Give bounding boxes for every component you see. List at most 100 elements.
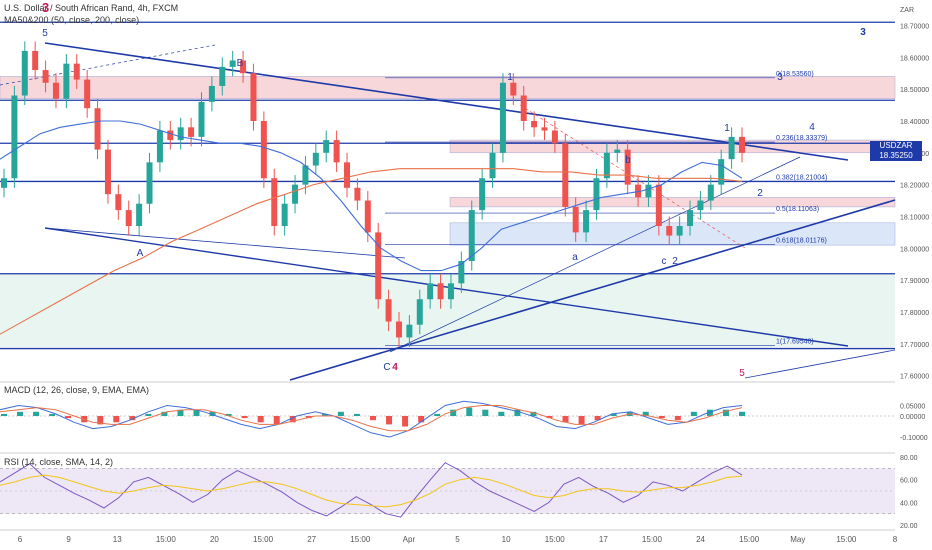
macd-histogram-bar <box>722 409 729 416</box>
macd-histogram-bar <box>49 413 56 416</box>
candle-body <box>603 152 610 179</box>
trend-line <box>744 349 896 379</box>
candle-body <box>489 152 496 179</box>
candle-body <box>697 200 704 211</box>
trend-line <box>289 199 896 381</box>
wave-label: B <box>237 58 244 69</box>
macd-histogram-bar <box>482 409 489 416</box>
candle-body <box>125 210 132 227</box>
candle-body <box>541 127 548 131</box>
candle-body <box>531 120 538 128</box>
candle-body <box>240 60 247 74</box>
macd-histogram-bar <box>225 413 232 416</box>
time-axis-tick: 13 <box>113 535 122 544</box>
macd-histogram-bar <box>642 411 649 416</box>
wave-label: C <box>383 362 390 373</box>
price-axis-tick: 18.20000 <box>900 183 929 190</box>
rsi-axis-tick: 40.00 <box>900 500 918 507</box>
time-axis-tick: 15:00 <box>253 535 274 544</box>
rsi-legend: RSI (14, close, SMA, 14, 2) <box>4 457 114 467</box>
macd-histogram-bar <box>370 416 376 421</box>
candle-body <box>333 140 340 163</box>
trend-line <box>389 156 801 353</box>
trend-line <box>44 227 406 259</box>
fib-level-label: 0.236(18.33379) <box>776 135 827 142</box>
macd-histogram-bar <box>193 409 200 416</box>
candle-body <box>11 95 18 179</box>
candle-body <box>583 210 590 233</box>
candle-body <box>281 203 288 227</box>
macd-histogram-bar <box>113 416 120 423</box>
time-axis-tick: 6 <box>18 535 23 544</box>
candle-body <box>707 184 714 201</box>
wave-label: 3 <box>860 27 866 38</box>
price-tag-price: 18.35250 <box>879 151 913 160</box>
macd-histogram-bar <box>498 411 505 416</box>
time-axis-tick: 15:00 <box>642 535 663 544</box>
macd-histogram-bar <box>562 416 569 423</box>
macd-histogram-bar <box>386 416 393 425</box>
macd-histogram-bar <box>209 411 216 416</box>
wave-label: 2 <box>672 256 678 267</box>
ma-legend: MA50&200 (50, close, 200, close) <box>4 15 140 25</box>
candle-body <box>676 226 683 236</box>
macd-histogram-bar <box>273 416 280 425</box>
candle-body <box>177 127 184 141</box>
candle-body <box>188 127 195 137</box>
candle-body <box>219 66 226 86</box>
last-price-tag: USDZAR 18.35250 02:36:35 <box>870 141 922 170</box>
candle-body <box>666 226 673 236</box>
macd-histogram-bar <box>466 407 473 416</box>
ma200-line <box>0 168 743 335</box>
candle-body <box>427 283 434 300</box>
price-axis-tick: 18.60000 <box>900 55 929 62</box>
price-axis-tick: 17.70000 <box>900 342 929 349</box>
macd-axis-tick: 0.05000 <box>900 404 925 411</box>
price-axis-tick: 17.80000 <box>900 310 929 317</box>
candle-body <box>739 136 745 153</box>
zone-support_area <box>0 273 895 347</box>
macd-histogram-bar <box>65 416 72 419</box>
rsi-axis-tick: 20.00 <box>900 523 918 530</box>
macd-axis-tick: -0.10000 <box>900 435 928 442</box>
wave-label: A <box>137 248 144 259</box>
price-tag-countdown: 02:36:35 <box>880 161 912 170</box>
candle-body <box>437 283 444 300</box>
axis-currency-label: ZAR <box>900 7 914 14</box>
candle-body <box>479 178 486 211</box>
fib-level-label: 1(17.69540) <box>776 338 814 345</box>
macd-histogram-bar <box>1 413 7 416</box>
macd-histogram-bar <box>594 416 601 421</box>
candle-body <box>364 200 371 233</box>
candle-body <box>551 130 558 144</box>
macd-histogram-bar <box>434 413 441 416</box>
chart-title-legend: U.S. Dollar / South African Rand, 4h, FX… <box>4 3 179 13</box>
macd-histogram-bar <box>402 416 409 427</box>
candle-body <box>94 108 101 150</box>
candle-body <box>260 120 267 179</box>
macd-histogram-bar <box>530 411 537 416</box>
price-tag-symbol: USDZAR <box>879 141 913 150</box>
candle-body <box>292 184 299 204</box>
macd-histogram-bar <box>289 416 296 423</box>
macd-histogram-bar <box>97 416 104 425</box>
time-axis-tick: 15:00 <box>545 535 566 544</box>
macd-histogram-bar <box>353 413 360 416</box>
time-axis-tick: 15:00 <box>739 535 760 544</box>
rsi-ma-line <box>0 474 743 508</box>
candle-body <box>718 159 725 185</box>
wave-label: 5 <box>42 28 48 39</box>
macd-histogram-bar <box>17 411 24 416</box>
candle-body <box>520 95 527 121</box>
corner-wave-label: 3 <box>42 0 50 15</box>
macd-histogram-bar <box>658 416 665 419</box>
candle-body <box>208 85 215 102</box>
time-axis-tick: 15:00 <box>350 535 371 544</box>
candle-body <box>645 184 652 198</box>
rsi-axis-tick: 60.00 <box>900 478 918 485</box>
time-axis-tick: 17 <box>599 535 608 544</box>
zone-support <box>449 222 896 246</box>
candle-body <box>32 50 39 71</box>
macd-axis-tick: 0.00000 <box>900 414 925 421</box>
